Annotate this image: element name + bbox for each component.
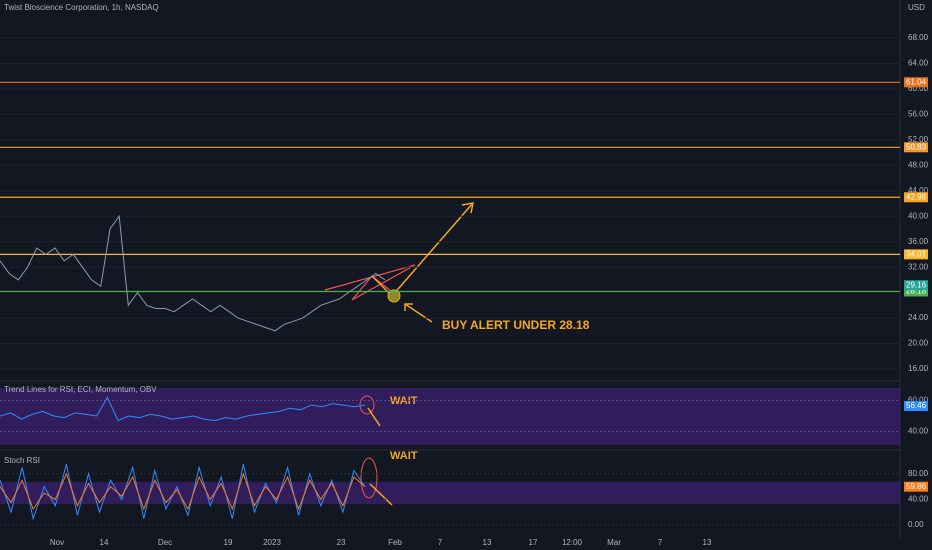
- annotation: WAIT: [390, 395, 418, 407]
- price-tick-label: 32.00: [908, 262, 929, 271]
- chart-title: Twist Bioscience Corporation, 1h, NASDAQ: [4, 3, 159, 12]
- stoch-tag-label: 59.86: [906, 482, 927, 491]
- price-tick-label: 64.00: [908, 59, 929, 68]
- rsi-tick-label: 60.00: [908, 396, 929, 405]
- price-tick-label: 24.00: [908, 313, 929, 322]
- annotation: WAIT: [390, 450, 418, 462]
- indicator-name: Trend Lines for RSI, ECI, Momentum, OBV: [4, 385, 157, 394]
- circle-mark: [360, 457, 378, 499]
- indicator-name: Stoch RSI: [4, 456, 40, 465]
- time-label: Mar: [607, 538, 621, 547]
- price-tick-label: 20.00: [908, 339, 929, 348]
- arrow: [391, 202, 474, 297]
- price-tag-label: 28.18: [906, 287, 927, 296]
- stoch-d-line: [0, 472, 366, 511]
- price-tag-label: 61.04: [906, 77, 927, 86]
- time-label: 14: [100, 538, 109, 547]
- time-label: 13: [483, 538, 492, 547]
- stoch-tick-label: 0.00: [908, 520, 924, 529]
- price-tag: [904, 286, 928, 297]
- time-label: 2023: [263, 538, 281, 547]
- price-tick-label: 48.00: [908, 160, 929, 169]
- arrow: [369, 483, 393, 506]
- time-label: 19: [224, 538, 233, 547]
- rsi-band: [0, 388, 900, 445]
- price-tag: [904, 280, 928, 291]
- time-label: Feb: [388, 538, 402, 547]
- arrow-head: [461, 202, 474, 214]
- arrow-head: [404, 303, 413, 311]
- time-axis: [0, 540, 932, 550]
- currency: USD: [908, 3, 925, 12]
- price-tick-label: 36.00: [908, 237, 929, 246]
- stoch-band: [0, 482, 900, 504]
- price-tick-label: 40.00: [908, 211, 929, 220]
- time-label: 7: [438, 538, 443, 547]
- price-tag-label: 29.16: [906, 280, 927, 289]
- alert-circle: [387, 289, 401, 303]
- price-line: [0, 214, 386, 332]
- time-label: Dec: [158, 538, 172, 547]
- time-label: 13: [703, 538, 712, 547]
- price-tag: [904, 249, 928, 260]
- rsi-tag-label: 56.46: [906, 401, 927, 410]
- price-tag: [904, 77, 928, 88]
- rsi-tick-label: 40.00: [908, 427, 929, 436]
- arrow: [367, 407, 381, 427]
- price-tag-label: 50.83: [906, 142, 927, 151]
- price-tag-label: 42.98: [906, 192, 927, 201]
- price-tag-label: 34.01: [906, 249, 927, 258]
- rsi-line: [0, 396, 366, 422]
- annotation: BUY ALERT UNDER 28.18: [442, 318, 590, 332]
- price-tag: [904, 142, 928, 153]
- arrow: [404, 303, 433, 323]
- price-tick-label: 52.00: [908, 135, 929, 144]
- time-label: 23: [337, 538, 346, 547]
- price-tick-label: 60.00: [908, 84, 929, 93]
- time-label: 7: [658, 538, 663, 547]
- wedge: [324, 264, 416, 301]
- price-tick-label: 16.00: [908, 364, 929, 373]
- circle-mark: [359, 395, 375, 415]
- stoch-tag: [904, 481, 928, 492]
- price-tick-label: 56.00: [908, 109, 929, 118]
- time-label: 12:00: [562, 538, 583, 547]
- time-label: Nov: [50, 538, 64, 547]
- price-tag: [904, 192, 928, 203]
- stoch-tick-label: 80.00: [908, 469, 929, 478]
- price-tick-label: 68.00: [908, 33, 929, 42]
- time-label: 17: [529, 538, 538, 547]
- rsi-tag: [904, 400, 928, 411]
- price-tick-label: 44.00: [908, 186, 929, 195]
- stoch-tick-label: 40.00: [908, 495, 929, 504]
